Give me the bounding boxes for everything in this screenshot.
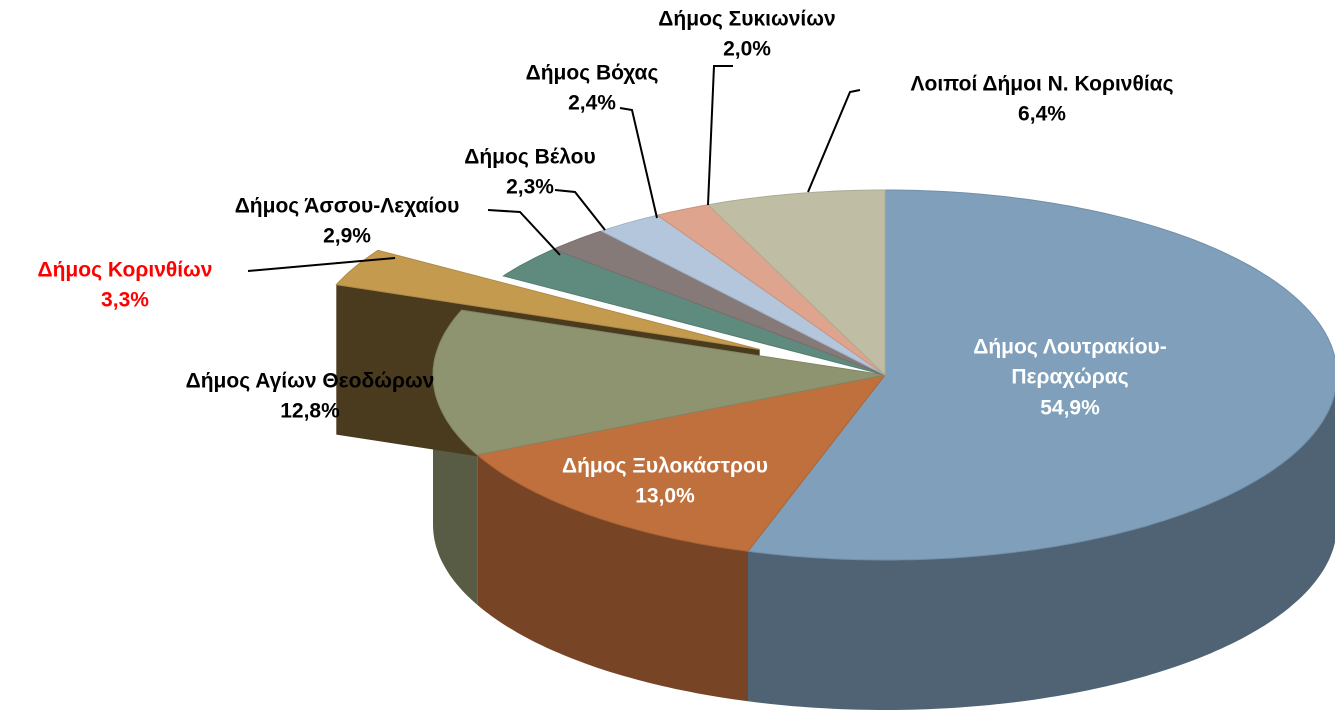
- slice-value: 3,3%: [101, 289, 149, 312]
- slice-name: Δήμος Κορινθίων: [37, 258, 213, 282]
- slice: [552, 230, 886, 376]
- slice-name: Δήμος Βέλου: [464, 145, 596, 169]
- data-label: Δήμος Κορινθίων 3,3%: [38, 256, 213, 317]
- slices: [335, 189, 1335, 710]
- slice-value: 2,4%: [568, 92, 616, 115]
- slice-tops: [335, 189, 1335, 561]
- slice-value: 2,9%: [323, 225, 371, 248]
- data-label: Δήμος Ξυλοκάστρου 13,0%: [562, 452, 768, 513]
- slice-name: Δήμος Άσσου-Λεχαίου: [234, 194, 460, 218]
- data-label: Δήμος Βόχας 2,4%: [526, 59, 659, 120]
- slice-side: [748, 392, 1335, 710]
- slice: [432, 309, 886, 456]
- leader-line: [807, 89, 861, 193]
- leader-line: [619, 107, 658, 219]
- slice-name: Δήμος Λουτρακίου-Περαχώρας: [973, 335, 1167, 389]
- data-label: Δήμος Λουτρακίου-Περαχώρας 54,9%: [920, 332, 1220, 423]
- leader-lines: [247, 65, 861, 272]
- data-label: Δήμος Βέλου 2,3%: [464, 143, 595, 204]
- slice-value: 12,8%: [280, 400, 340, 423]
- slice: [747, 189, 1335, 561]
- slice-name: Δήμος Συκιωνίων: [658, 7, 836, 31]
- slice-value: 2,0%: [723, 38, 771, 61]
- leader-line: [707, 65, 733, 206]
- slice-name: Δήμος Αγίων Θεοδώρων: [185, 369, 435, 393]
- slice-value: 6,4%: [1018, 103, 1066, 126]
- slice: [476, 374, 887, 552]
- data-label: Δήμος Άσσου-Λεχαίου 2,9%: [235, 192, 460, 253]
- slice: [656, 204, 886, 376]
- data-label: Λοιποί Δήμοι Ν. Κορινθίας 6,4%: [910, 70, 1173, 131]
- leader-line: [554, 189, 606, 231]
- slice: [335, 249, 760, 350]
- slice-name: Δήμος Βόχας: [525, 61, 659, 85]
- slice-value: 2,3%: [506, 176, 554, 199]
- slice: [707, 189, 886, 377]
- slice: [599, 214, 886, 376]
- slice-value: 54,9%: [1040, 396, 1100, 420]
- data-label: Δήμος Συκιωνίων 2,0%: [658, 5, 835, 66]
- slice-name: Δήμος Ξυλοκάστρου: [561, 454, 769, 478]
- slice: [502, 248, 886, 376]
- slice-name: Λοιποί Δήμοι Ν. Κορινθίας: [910, 72, 1174, 96]
- slice-value: 13,0%: [635, 485, 695, 508]
- leader-line: [247, 257, 396, 272]
- slice-side: [477, 454, 748, 702]
- leader-line: [487, 209, 561, 256]
- data-label: Δήμος Αγίων Θεοδώρων 12,8%: [186, 367, 435, 428]
